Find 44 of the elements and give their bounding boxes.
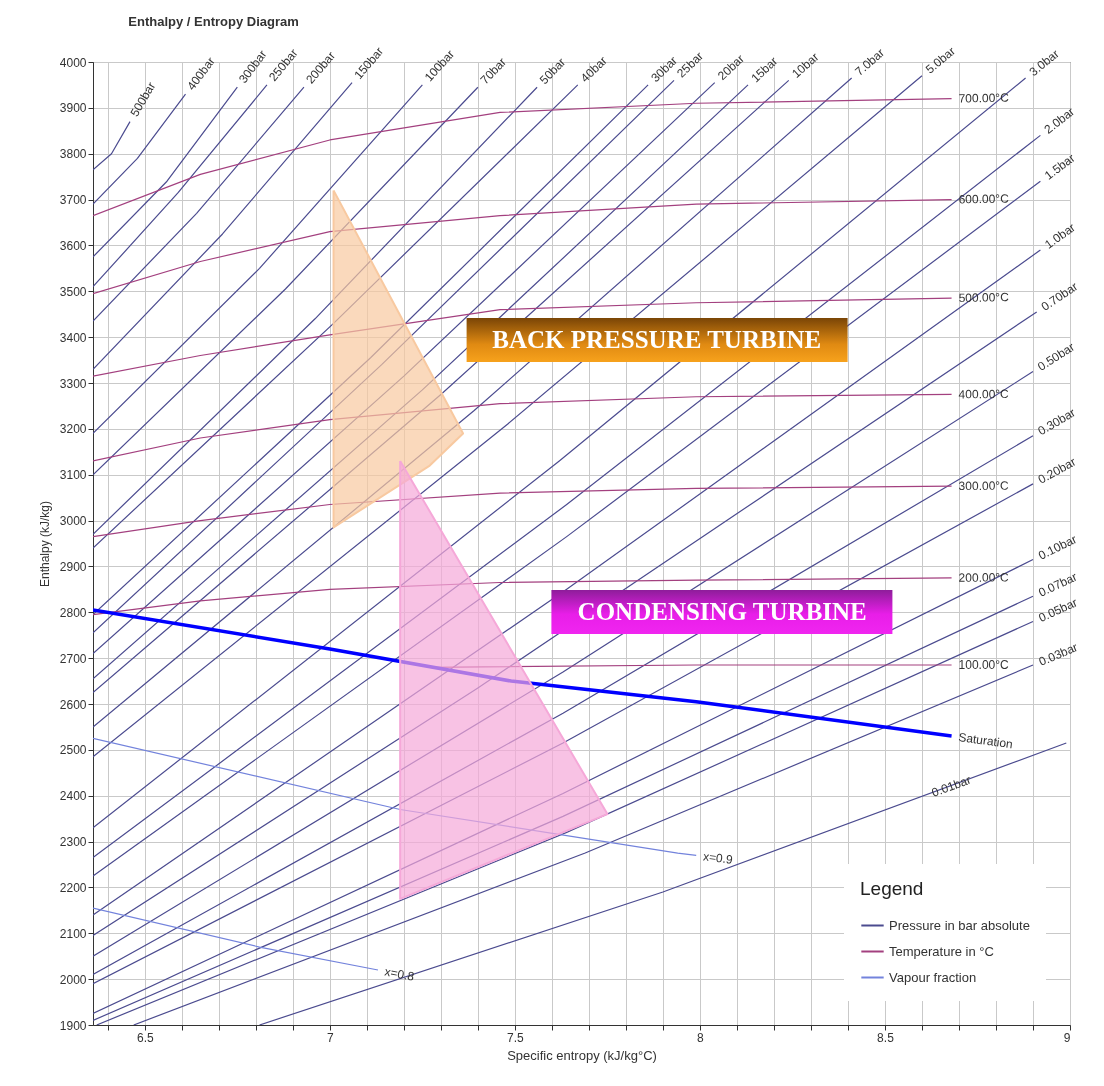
- y-axis-title: Enthalpy (kJ/kg): [37, 500, 52, 588]
- y-tick-label: 4000: [59, 55, 87, 70]
- annotation: x=0.8: [383, 964, 416, 984]
- y-tick-label: 3100: [59, 468, 87, 483]
- y-tick-label: 2300: [59, 835, 87, 850]
- x-tick-label: 6.5: [136, 1030, 154, 1045]
- annotation: 100.00°C: [958, 658, 1010, 673]
- annotation: 0.01bar: [929, 772, 973, 800]
- y-tick-label: 2600: [59, 697, 87, 712]
- x-tick-label: 8.5: [877, 1030, 895, 1045]
- annotation: 300.00°C: [958, 478, 1010, 494]
- y-tick-label: 3500: [59, 284, 87, 299]
- y-tick-label: 2800: [59, 605, 87, 620]
- legend-label: Temperature in °C: [889, 943, 994, 959]
- y-tick-label: 3300: [59, 376, 87, 391]
- x-tick-label: 7.5: [507, 1030, 525, 1045]
- x-tick-label: 9: [1063, 1030, 1071, 1045]
- y-tick-label: 2100: [59, 926, 87, 941]
- chart-title: Enthalpy / Entropy Diagram: [128, 13, 299, 29]
- y-tick-label: 2700: [59, 651, 87, 666]
- legend-title: Legend: [860, 878, 924, 899]
- y-tick-label: 2200: [59, 880, 87, 895]
- y-tick-label: 3600: [59, 238, 87, 253]
- y-tick-label: 2400: [59, 789, 87, 804]
- y-tick-label: 2000: [59, 972, 87, 987]
- y-tick-label: 3900: [59, 101, 87, 116]
- annotation: BACK PRESSURE TURBINE: [466, 318, 848, 363]
- y-tick-label: 3700: [59, 193, 87, 208]
- annotation: x=0.9: [702, 849, 734, 867]
- y-tick-label: 3000: [59, 514, 87, 529]
- legend-label: Pressure in bar absolute: [889, 917, 1030, 933]
- annotation: 600.00°C: [958, 191, 1010, 207]
- y-tick-label: 3400: [59, 330, 87, 345]
- x-tick-label: 7: [327, 1030, 334, 1045]
- x-axis-title: Specific entropy (kJ/kg°C): [507, 1047, 657, 1063]
- x-tick-label: 8: [697, 1030, 705, 1045]
- y-tick-label: 2500: [59, 743, 87, 758]
- annotation: Saturation: [957, 730, 1014, 752]
- annotation: CONDENSING TURBINE: [551, 589, 893, 634]
- y-tick-label: 3200: [59, 422, 87, 437]
- legend-label: Vapour fraction: [889, 969, 977, 985]
- y-tick-label: 1900: [59, 1018, 87, 1033]
- y-tick-label: 2900: [59, 559, 87, 574]
- y-tick-label: 3800: [59, 147, 87, 162]
